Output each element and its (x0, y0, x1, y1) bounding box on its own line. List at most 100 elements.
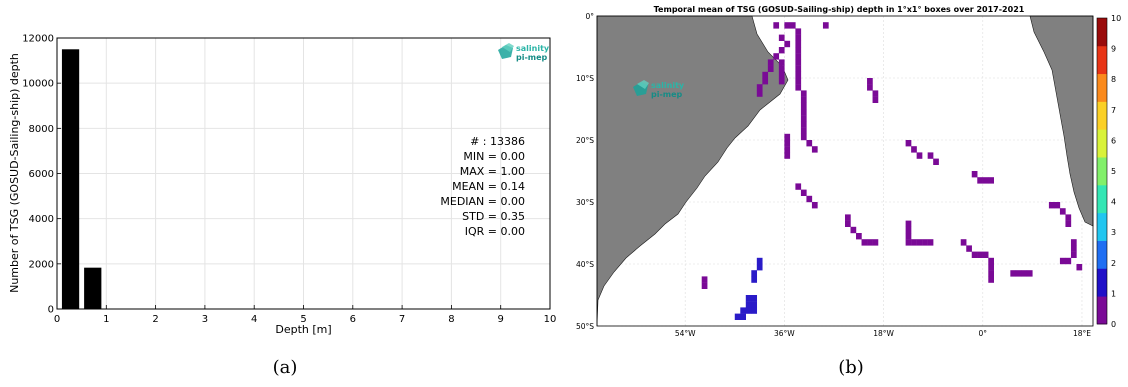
colorbar-segment (1097, 296, 1107, 325)
track-cell (1065, 214, 1072, 221)
histogram-x-tick-label: 3 (202, 314, 208, 325)
track-cell (1054, 202, 1061, 209)
track-cell (784, 22, 791, 29)
track-cell (784, 133, 791, 141)
track-cell (784, 152, 791, 159)
track-cell (745, 295, 752, 302)
colorbar-segment (1097, 157, 1107, 186)
track-cells (701, 22, 1083, 320)
track-cell (751, 307, 758, 314)
colorbar-tick-label: 5 (1111, 167, 1116, 176)
track-cell (701, 276, 708, 283)
histogram-stat-line: # : 13386 (470, 135, 525, 148)
depth-histogram: 0 1 2 3 4 5 6 7 8 9 10 0 2000 4000 6000 8000 10000 12000… (8, 34, 556, 337)
track-cell (1021, 270, 1028, 277)
track-cell (982, 177, 989, 184)
track-cell (867, 239, 873, 246)
caption-a: (a) (273, 357, 298, 378)
colorbar-tick-label: 4 (1111, 198, 1116, 207)
track-cell (927, 152, 934, 159)
colorbar-tick-label: 9 (1111, 45, 1116, 54)
track-cell (911, 146, 917, 153)
track-cell (1015, 270, 1022, 277)
histogram-y-ticks: 0 2000 4000 6000 8000 10000 12000 (22, 34, 61, 316)
track-cell (800, 121, 807, 128)
colorbar-segment (1097, 268, 1107, 297)
map-axis-ticks: 54°W 36°W 18°W 0° 18°E 0° 10°S 20°S 30°S 40°S 50°S (576, 12, 1091, 338)
track-cell (1026, 270, 1033, 277)
track-cell (778, 78, 785, 85)
histogram-bar (61, 49, 80, 310)
histogram-stat-line: MEDIAN = 0.00 (440, 195, 525, 208)
histogram-x-tick-label: 9 (498, 314, 504, 325)
track-cell (767, 65, 774, 72)
track-cell (811, 146, 818, 153)
track-cell (734, 313, 741, 320)
map-lat-tick-label: 0° (585, 12, 594, 21)
track-cell (800, 102, 807, 110)
track-cell (800, 127, 807, 134)
logo-text-line1: salinity (651, 81, 685, 90)
track-cell (773, 53, 780, 60)
track-cell (795, 40, 802, 48)
track-cell (762, 78, 769, 85)
map-lat-tick-label: 10°S (576, 74, 594, 83)
track-cell (1065, 220, 1072, 227)
track-cell (800, 109, 807, 116)
track-cell (756, 257, 763, 265)
map-lon-tick-label: 0° (979, 329, 988, 338)
track-cell (784, 146, 791, 153)
histogram-y-tick-label: 12000 (22, 34, 54, 45)
track-cell (861, 239, 868, 246)
track-cell (977, 177, 983, 184)
track-cell (850, 226, 857, 234)
track-cell (971, 171, 978, 178)
logo-mark-highlight-icon (637, 80, 649, 89)
track-cell (800, 115, 807, 122)
colorbar-tick-label: 1 (1111, 289, 1116, 298)
track-cell (795, 59, 802, 66)
colorbar-segment (1097, 18, 1107, 47)
track-cell (933, 158, 939, 165)
colorbar-tick-label: 0 (1111, 320, 1116, 329)
histogram-x-label: Depth [m] (275, 323, 331, 336)
track-cell (800, 133, 807, 141)
track-cell (740, 313, 746, 320)
track-cell (916, 152, 923, 159)
track-cell (905, 140, 912, 147)
track-cell (795, 183, 802, 190)
histogram-stats: # : 13386 MIN = 0.00 MAX = 1.00 MEAN = 0.14… (440, 135, 525, 238)
colorbar-tick-label: 8 (1111, 75, 1116, 84)
track-cell (751, 295, 758, 302)
map-lon-tick-label: 18°W (873, 329, 894, 338)
track-cell (762, 71, 769, 79)
track-cell (756, 90, 763, 97)
track-cell (778, 59, 785, 66)
colorbar-tick-label: 6 (1111, 136, 1116, 145)
histogram-y-tick-label: 6000 (29, 169, 54, 180)
track-cell (988, 177, 994, 184)
track-cell (927, 239, 934, 246)
histogram-y-tick-label: 10000 (22, 79, 54, 90)
track-cell (745, 301, 752, 308)
track-cell (756, 84, 763, 91)
track-cell (922, 239, 928, 246)
track-cell (1070, 245, 1077, 252)
histogram-y-tick-label: 0 (48, 305, 54, 316)
logo-text-line2: pi-mep (651, 90, 683, 99)
track-cell (751, 301, 758, 308)
africa-land (1029, 15, 1094, 227)
histogram-bar (84, 267, 102, 309)
histogram-x-tick-label: 1 (103, 314, 109, 325)
histogram-x-tick-label: 7 (399, 314, 405, 325)
track-cell (966, 245, 972, 252)
track-cell (778, 34, 785, 41)
track-cell (740, 307, 746, 314)
track-cell (806, 195, 813, 203)
colorbar-frame (1096, 17, 1108, 325)
histogram-bars (61, 49, 102, 310)
track-cell (916, 239, 923, 246)
track-cell (1070, 251, 1077, 258)
track-cell (795, 53, 802, 60)
histogram-x-tick-label: 4 (251, 314, 257, 325)
